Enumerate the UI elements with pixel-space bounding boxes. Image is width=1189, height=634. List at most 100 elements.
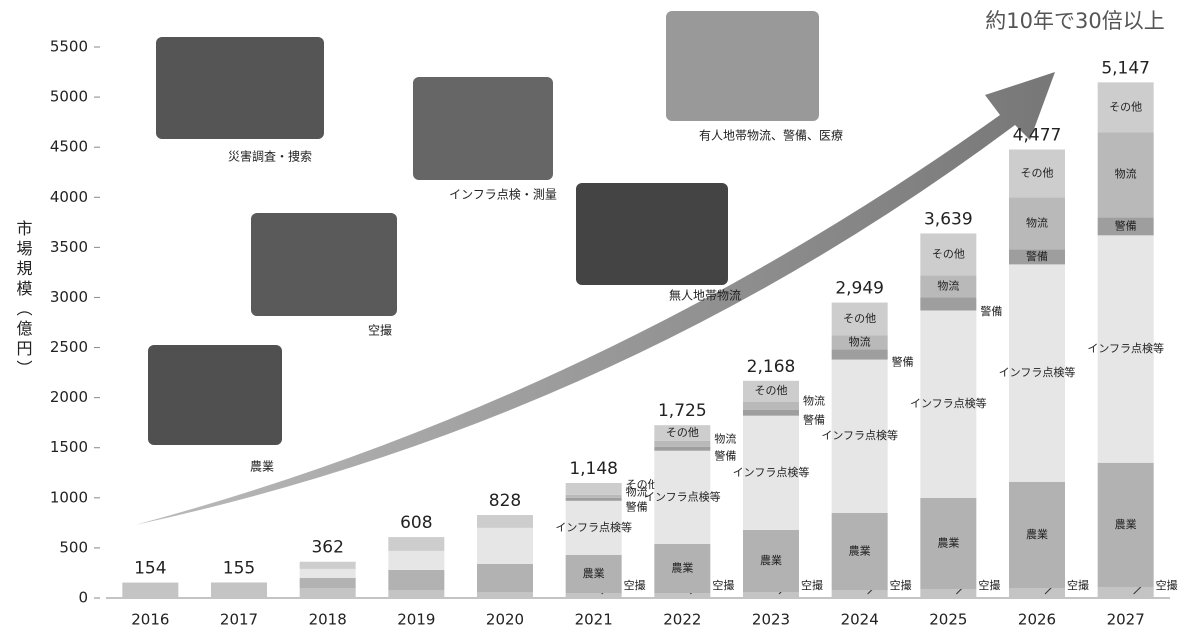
y-tick-label: 3000 bbox=[50, 288, 88, 306]
bar-segment bbox=[211, 582, 267, 598]
segment-label: 物流 bbox=[626, 484, 648, 498]
bar-segment bbox=[743, 529, 799, 592]
total-label: 362 bbox=[311, 538, 343, 558]
bar-segment bbox=[299, 577, 356, 588]
photo bbox=[576, 183, 728, 285]
bar-segment bbox=[654, 543, 711, 593]
bar-segment bbox=[920, 297, 977, 311]
segment-label: インフラ点検等 bbox=[821, 428, 898, 442]
bar-segment bbox=[388, 569, 445, 590]
total-label: 608 bbox=[400, 513, 432, 533]
bar-segment bbox=[1097, 586, 1154, 598]
y-tick-label: 2000 bbox=[50, 388, 88, 406]
segment-label: 物流 bbox=[1115, 167, 1137, 181]
segment-label: 農業 bbox=[760, 553, 782, 567]
segment-label: その他 bbox=[755, 384, 788, 397]
bar-segment bbox=[920, 310, 977, 498]
bar-segment bbox=[1009, 197, 1065, 250]
photo-caption: 無人地帯物流 bbox=[669, 288, 741, 303]
y-tick-label: 1500 bbox=[50, 438, 88, 456]
segment-label: 警備 bbox=[803, 413, 825, 427]
bar-segment bbox=[654, 592, 711, 598]
bar-segment bbox=[654, 446, 711, 451]
x-tick-label: 2018 bbox=[309, 611, 347, 629]
y-tick-label: 5000 bbox=[50, 88, 88, 106]
segment-label: インフラ点検等 bbox=[555, 520, 632, 534]
annotation: 約10年で30倍以上 bbox=[985, 9, 1164, 33]
total-label: 828 bbox=[489, 491, 521, 511]
segment-label: 物流 bbox=[714, 432, 736, 446]
bar-segment bbox=[920, 275, 977, 298]
y-tick-label: 3500 bbox=[50, 238, 88, 256]
total-label: 1,725 bbox=[658, 401, 707, 421]
bar-segment bbox=[388, 537, 445, 551]
segment-label: 農業 bbox=[583, 566, 605, 580]
bar-segment bbox=[299, 561, 356, 569]
x-tick-label: 2016 bbox=[131, 611, 169, 629]
y-tick-label: 4500 bbox=[50, 138, 88, 156]
segment-label: その他 bbox=[666, 426, 699, 439]
total-label: 5,147 bbox=[1101, 58, 1150, 78]
bar-segment bbox=[743, 415, 799, 530]
total-label: 155 bbox=[223, 558, 255, 578]
segment-label: 警備 bbox=[626, 499, 648, 513]
segment-label: インフラ点検等 bbox=[999, 365, 1076, 379]
segment-label: その他 bbox=[932, 247, 965, 260]
segment-label: 農業 bbox=[937, 535, 959, 549]
bar-segment bbox=[1009, 264, 1065, 482]
segment-label: 警備 bbox=[892, 355, 914, 369]
bar-segment bbox=[565, 494, 622, 498]
bar-segment bbox=[477, 591, 533, 598]
x-tick-label: 2022 bbox=[663, 611, 701, 629]
segment-label: 警備 bbox=[1115, 218, 1137, 232]
x-tick-label: 2025 bbox=[929, 611, 967, 629]
segment-label: 警備 bbox=[714, 449, 736, 463]
x-tick-label: 2017 bbox=[220, 611, 258, 629]
y-tick-label: 2500 bbox=[50, 338, 88, 356]
bar-segment bbox=[920, 233, 977, 276]
photo-caption: インフラ点検・測量 bbox=[449, 188, 557, 202]
bar-segment bbox=[654, 450, 711, 544]
total-label: 3,639 bbox=[924, 209, 973, 229]
segment-label: インフラ点検等 bbox=[910, 396, 987, 410]
bar-segment bbox=[299, 587, 356, 598]
segment-label: 空撮 bbox=[712, 578, 734, 592]
x-tick-label: 2023 bbox=[752, 611, 790, 629]
segment-label: 物流 bbox=[803, 394, 825, 408]
x-tick-label: 2027 bbox=[1107, 611, 1145, 629]
x-tick-label: 2020 bbox=[486, 611, 524, 629]
photo bbox=[413, 77, 553, 180]
segment-label: 警備 bbox=[980, 304, 1002, 318]
total-label: 2,949 bbox=[835, 279, 884, 299]
segment-label: 空撮 bbox=[801, 578, 823, 592]
bar-segment bbox=[920, 588, 977, 598]
bar-segment bbox=[565, 554, 622, 593]
photo-caption: 災害調査・捜索 bbox=[228, 149, 312, 164]
photo bbox=[148, 345, 282, 445]
bar-segment bbox=[1097, 235, 1154, 463]
bar-segment bbox=[477, 515, 533, 528]
bar-segment bbox=[388, 589, 445, 598]
bar-segment bbox=[831, 589, 888, 598]
segment-label: 警備 bbox=[1026, 249, 1048, 263]
y-tick-label: 0 bbox=[78, 589, 88, 607]
bar-segment bbox=[477, 527, 533, 564]
segment-label: 農業 bbox=[1115, 517, 1137, 531]
y-axis-label: 市場規模（億円） bbox=[14, 220, 33, 380]
bar-segment bbox=[831, 512, 888, 590]
bar-segment bbox=[654, 425, 711, 441]
bar-segment bbox=[743, 591, 799, 598]
bar-segment bbox=[743, 380, 799, 402]
photo-caption: 農業 bbox=[250, 460, 274, 474]
bar-segment bbox=[565, 482, 622, 495]
segment-label: その他 bbox=[626, 478, 659, 491]
segment-label: 物流 bbox=[1026, 215, 1048, 229]
bar-segment bbox=[388, 550, 445, 570]
y-tick-label: 1000 bbox=[50, 488, 88, 506]
segment-label: 空撮 bbox=[978, 578, 1000, 592]
total-label: 154 bbox=[134, 559, 166, 579]
bar-segment bbox=[654, 440, 711, 447]
bar-segment bbox=[565, 592, 622, 598]
segment-label: 空撮 bbox=[624, 578, 646, 592]
bar-segment bbox=[831, 349, 888, 360]
